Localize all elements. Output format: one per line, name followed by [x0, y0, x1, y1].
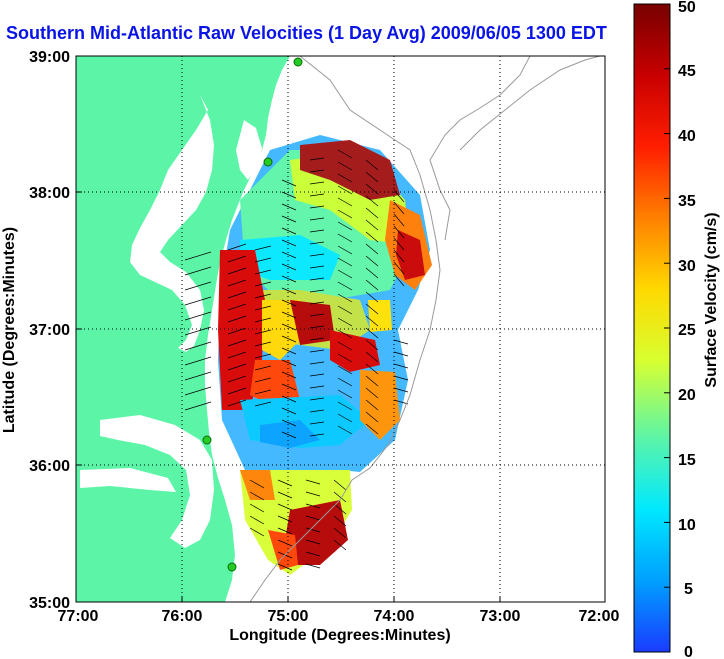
station-marker [263, 157, 273, 167]
colorbar: 50 45 40 35 30 25 20 15 10 5 0 Surface V… [633, 0, 720, 659]
y-tick-label: 37:00 [29, 322, 70, 339]
radar-stations [202, 57, 303, 572]
y-tick-label: 38:00 [29, 185, 70, 202]
colorbar-label: Surface Velocity (cm/s) [703, 212, 720, 387]
x-axis: 77:00 76:00 75:00 74:00 73:00 72:00 Long… [58, 596, 620, 644]
x-tick-label: 73:00 [480, 608, 521, 625]
sound-channel [80, 468, 176, 492]
colorbar-tick-label: 25 [678, 322, 696, 339]
colorbar-scale [633, 3, 671, 653]
y-axis-label: Latitude (Degrees:Minutes) [1, 227, 18, 433]
y-axis: 39:00 38:00 37:00 36:00 35:00 Latitude (… [1, 49, 82, 612]
colorbar-tick-label: 40 [678, 128, 696, 145]
station-marker [227, 562, 237, 572]
colorbar-tick-label: 45 [678, 63, 696, 80]
pamlico-sound [100, 415, 214, 548]
velocity-field [218, 135, 432, 575]
current-vectors [184, 149, 409, 571]
colorbar-tick-label: 5 [684, 581, 693, 598]
x-tick-label: 76:00 [162, 608, 203, 625]
colorbar-tick-label: 30 [678, 258, 696, 275]
x-tick-label: 77:00 [58, 608, 99, 625]
y-tick-label: 39:00 [29, 49, 70, 66]
colorbar-tick-label: 10 [678, 517, 696, 534]
station-marker [202, 435, 212, 445]
colorbar-tick-label: 0 [684, 644, 693, 659]
delaware-bay [236, 120, 262, 180]
colorbar-tick-label: 20 [678, 387, 696, 404]
x-tick-label: 74:00 [374, 608, 415, 625]
map-title: Southern Mid-Atlantic Raw Velocities (1 … [6, 23, 607, 43]
x-tick-label: 75:00 [268, 608, 309, 625]
y-tick-label: 36:00 [29, 458, 70, 475]
x-axis-label: Longitude (Degrees:Minutes) [229, 627, 450, 644]
station-marker [293, 57, 303, 67]
x-tick-label: 72:00 [579, 608, 620, 625]
colorbar-tick-label: 50 [678, 0, 696, 16]
bathymetry-contours [249, 56, 601, 602]
y-tick-label: 35:00 [29, 595, 70, 612]
colorbar-tick-label: 35 [678, 193, 696, 210]
colorbar-tick-label: 15 [678, 452, 696, 469]
map-grid [76, 56, 605, 602]
